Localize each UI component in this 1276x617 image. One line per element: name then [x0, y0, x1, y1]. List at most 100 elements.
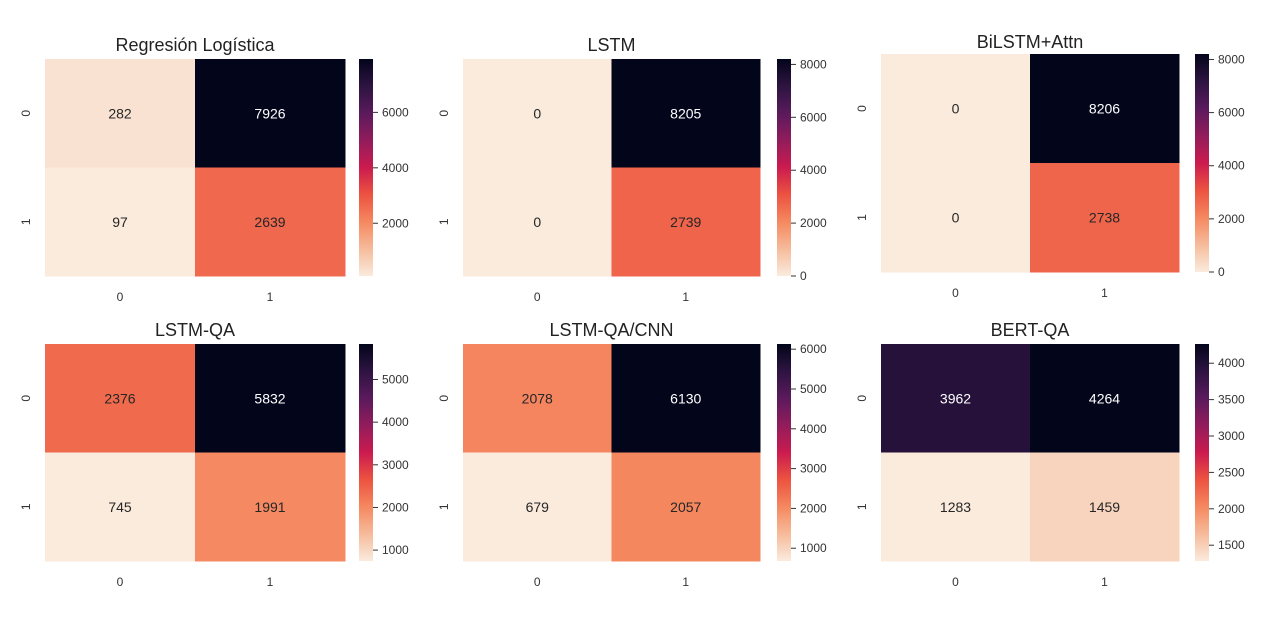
- heatmap-cell: [881, 452, 1031, 562]
- heatmap-cell: [195, 344, 346, 453]
- heatmap-cell: [881, 54, 1031, 164]
- panel-title: LSTM-QA: [155, 320, 235, 340]
- heatmap-cell: [45, 344, 196, 453]
- colorbar-tick-label: 2000: [1218, 502, 1245, 516]
- colorbar-tick-label: 8000: [800, 57, 827, 71]
- cell-value-label: 679: [526, 499, 550, 515]
- colorbar-tick-label: 4000: [1218, 159, 1245, 173]
- colorbar-tick-label: 2000: [800, 216, 827, 230]
- cell-value-label: 4264: [1089, 390, 1120, 406]
- cell-value-label: 6130: [670, 390, 701, 406]
- x-tick-label: 1: [682, 290, 689, 304]
- x-tick-label: 1: [267, 575, 274, 589]
- cell-value-label: 5832: [254, 390, 285, 406]
- colorbar-tick-label: 8000: [1218, 52, 1245, 66]
- cell-value-label: 0: [533, 105, 541, 121]
- heatmap-cell: [881, 163, 1031, 273]
- x-tick-label: 0: [117, 290, 124, 304]
- heatmap-cell: [1030, 452, 1180, 562]
- colorbar-tick-label: 3000: [800, 462, 827, 476]
- heatmap-cell: [463, 59, 612, 168]
- y-tick-label: 1: [855, 214, 869, 221]
- panel-title: Regresión Logística: [115, 35, 275, 55]
- colorbar-tick-label: 5000: [800, 382, 827, 396]
- x-tick-label: 0: [534, 290, 541, 304]
- colorbar-tick-label: 4000: [382, 161, 409, 175]
- cell-value-label: 2057: [670, 499, 701, 515]
- colorbar-tick-label: 2000: [382, 500, 409, 514]
- heatmap-cell: [463, 344, 612, 453]
- colorbar-tick-label: 6000: [382, 105, 409, 119]
- x-tick-label: 0: [117, 575, 124, 589]
- cell-value-label: 3962: [940, 390, 971, 406]
- colorbar: [359, 59, 373, 276]
- heatmap-cell: [195, 452, 346, 562]
- x-tick-label: 0: [952, 286, 959, 300]
- panel-title: LSTM-QA/CNN: [549, 320, 673, 340]
- heatmap-panel: LSTM-QA 2376 5832 745 1991 0 1 0 1 1000 2000 3000 40…: [19, 320, 409, 589]
- colorbar-tick-label: 4000: [382, 415, 409, 429]
- y-tick-label: 0: [437, 110, 451, 117]
- cell-value-label: 282: [108, 105, 132, 121]
- cell-value-label: 8206: [1089, 101, 1120, 117]
- heatmap-panel: LSTM 0 8205 0 2739 0 1 0 1 0 2000 4000 6000 8000: [437, 35, 827, 304]
- cell-value-label: 0: [533, 214, 541, 230]
- colorbar-tick-label: 1000: [382, 543, 409, 557]
- panel-title: LSTM: [587, 35, 635, 55]
- cell-value-label: 2078: [522, 390, 553, 406]
- y-tick-label: 0: [19, 395, 33, 402]
- colorbar-tick-label: 4000: [800, 422, 827, 436]
- heatmap-cell: [463, 167, 612, 277]
- cell-value-label: 97: [112, 214, 128, 230]
- cell-value-label: 2376: [104, 390, 135, 406]
- colorbar-tick-label: 2000: [382, 216, 409, 230]
- heatmap-panel: BiLSTM+Attn 0 8206 0 2738 0 1 0 1 0 2000 4000 6000 80…: [855, 32, 1245, 300]
- y-tick-label: 1: [437, 218, 451, 225]
- panel-title: BiLSTM+Attn: [977, 32, 1084, 52]
- heatmap-cell: [45, 452, 196, 562]
- colorbar-tick-label: 0: [800, 269, 807, 283]
- colorbar-tick-label: 6000: [800, 110, 827, 124]
- x-tick-label: 0: [952, 575, 959, 589]
- colorbar-tick-label: 2500: [1218, 465, 1245, 479]
- cell-value-label: 7926: [254, 105, 285, 121]
- colorbar-tick-label: 6000: [1218, 106, 1245, 120]
- y-tick-label: 1: [19, 503, 33, 510]
- x-tick-label: 1: [1101, 286, 1108, 300]
- y-tick-label: 0: [855, 395, 869, 402]
- cell-value-label: 2739: [670, 214, 701, 230]
- colorbar-tick-label: 0: [1218, 265, 1225, 279]
- colorbar-tick-label: 4000: [1218, 356, 1245, 370]
- heatmap-cell: [45, 59, 196, 168]
- colorbar: [1195, 344, 1209, 561]
- heatmap-cell: [1030, 54, 1180, 164]
- heatmap-cell: [1030, 163, 1180, 273]
- cell-value-label: 2738: [1089, 210, 1120, 226]
- y-tick-label: 1: [855, 503, 869, 510]
- cell-value-label: 745: [108, 499, 132, 515]
- panel-title: BERT-QA: [991, 320, 1070, 340]
- cell-value-label: 0: [952, 210, 960, 226]
- y-tick-label: 0: [855, 105, 869, 112]
- colorbar-tick-label: 2000: [1218, 212, 1245, 226]
- heatmap-panel: Regresión Logística 282 7926 97 2639 0 1 0 1 2000…: [19, 35, 409, 304]
- heatmap-cell: [881, 344, 1031, 453]
- heatmap-cell: [463, 452, 612, 562]
- y-tick-label: 0: [19, 110, 33, 117]
- cell-value-label: 2639: [254, 214, 285, 230]
- y-tick-label: 1: [437, 503, 451, 510]
- colorbar-tick-label: 4000: [800, 163, 827, 177]
- colorbar-tick-label: 3000: [1218, 429, 1245, 443]
- heatmap-cell: [195, 59, 346, 168]
- x-tick-label: 0: [534, 575, 541, 589]
- colorbar: [1195, 54, 1209, 272]
- heatmap-cell: [611, 59, 761, 168]
- colorbar-tick-label: 1000: [800, 541, 827, 555]
- colorbar: [777, 59, 791, 276]
- x-tick-label: 1: [267, 290, 274, 304]
- cell-value-label: 1283: [940, 499, 971, 515]
- colorbar-tick-label: 5000: [382, 372, 409, 386]
- heatmap-cell: [611, 452, 761, 562]
- cell-value-label: 1991: [254, 499, 285, 515]
